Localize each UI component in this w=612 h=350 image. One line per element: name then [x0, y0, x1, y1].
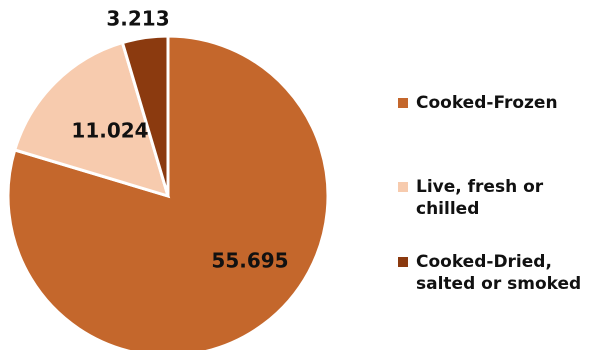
pie-slice-cooked-dried: [120, 34, 170, 197]
legend-label-cooked-frozen: Cooked-Frozen: [416, 93, 558, 113]
legend-swatch-cooked-frozen: [398, 98, 408, 108]
legend-swatch-cooked-dried: [398, 257, 408, 267]
data-label-live-fresh: 11.024: [71, 119, 148, 143]
legend-label-cooked-dried: Cooked-Dried, salted or smoked: [416, 252, 582, 294]
legend-item-live-fresh: Live, fresh or chilled: [398, 176, 586, 220]
pie-data-labels: 55.695 11.024 3.213: [71, 7, 288, 273]
data-label-cooked-frozen: 55.695: [211, 249, 288, 273]
legend-item-cooked-frozen: Cooked-Frozen: [398, 92, 558, 114]
legend-label-live-fresh: Live, fresh or chilled: [416, 177, 544, 219]
data-label-cooked-dried: 3.213: [106, 7, 169, 31]
pie-slices: [6, 34, 330, 350]
legend-item-cooked-dried: Cooked-Dried, salted or smoked: [398, 251, 612, 295]
legend-swatch-live-fresh: [398, 182, 408, 192]
pie-slice-live-fresh: [12, 40, 171, 199]
